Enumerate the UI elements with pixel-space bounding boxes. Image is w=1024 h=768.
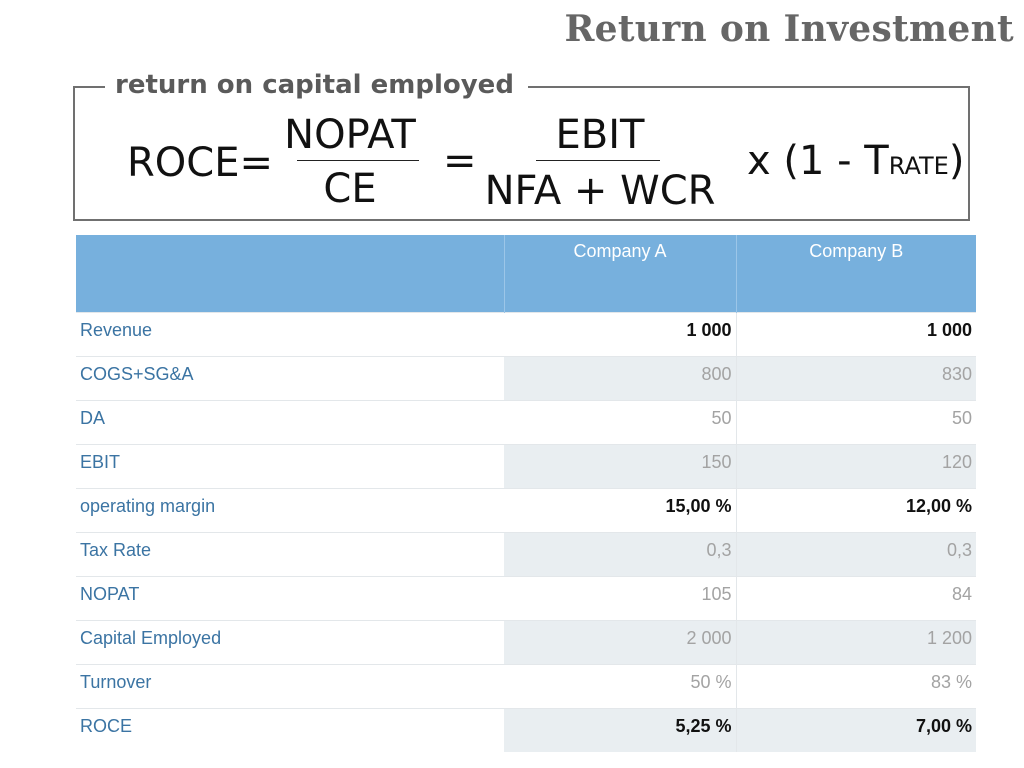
table-row: COGS+SG&A 800 830 [76, 355, 976, 400]
fraction-bar-2 [536, 160, 660, 161]
row-label: Turnover [76, 663, 504, 708]
company-a-value: 1 000 [504, 311, 737, 356]
table-row: Revenue 1 000 1 000 [76, 311, 976, 356]
company-b-value: 1 000 [736, 311, 976, 356]
comparison-table: Company A Company B Revenue 1 000 1 000 … [76, 235, 976, 752]
row-label: DA [76, 399, 504, 444]
row-label: NOPAT [76, 575, 504, 620]
company-b-value: 1 200 [736, 619, 976, 664]
company-a-value: 800 [504, 355, 737, 400]
company-b-value: 120 [736, 443, 976, 488]
formula-ce: CE [323, 166, 377, 212]
fraction-bar-1 [297, 160, 419, 161]
formula-legend: return on capital employed [105, 68, 528, 102]
formula-ebit: EBIT [555, 112, 645, 158]
row-label: Capital Employed [76, 619, 504, 664]
company-a-value: 50 % [504, 663, 737, 708]
company-a-value: 50 [504, 399, 737, 444]
row-label: operating margin [76, 487, 504, 532]
company-a-value: 15,00 % [504, 487, 737, 532]
company-b-value: 12,00 % [736, 487, 976, 532]
formula-box: return on capital employed ROCE= NOPAT C… [73, 68, 970, 221]
company-b-value: 7,00 % [736, 707, 976, 752]
table-row: Turnover 50 % 83 % [76, 663, 976, 708]
slide-title: Return on Investment [564, 8, 1014, 50]
table-row: Capital Employed 2 000 1 200 [76, 619, 976, 664]
company-a-value: 0,3 [504, 531, 737, 576]
company-a-value: 5,25 % [504, 707, 737, 752]
header-company-a: Company A [504, 235, 737, 312]
formula-nfa-wcr: NFA + WCR [484, 168, 716, 214]
formula-tax-multiplier: x (1 - TRATE) [747, 138, 965, 184]
table-row: DA 50 50 [76, 399, 976, 444]
header-company-b: Company B [736, 235, 976, 312]
table-row: ROCE 5,25 % 7,00 % [76, 707, 976, 752]
row-label: ROCE [76, 707, 504, 752]
company-b-value: 84 [736, 575, 976, 620]
formula-nopat: NOPAT [284, 112, 416, 158]
table-row: NOPAT 105 84 [76, 575, 976, 620]
table-row: operating margin 15,00 % 12,00 % [76, 487, 976, 532]
row-label: Revenue [76, 311, 504, 356]
company-b-value: 83 % [736, 663, 976, 708]
company-b-value: 0,3 [736, 531, 976, 576]
row-label: COGS+SG&A [76, 355, 504, 400]
table-row: Tax Rate 0,3 0,3 [76, 531, 976, 576]
company-b-value: 830 [736, 355, 976, 400]
company-a-value: 150 [504, 443, 737, 488]
formula-lhs: ROCE= [127, 140, 273, 186]
table-header-row: Company A Company B [76, 235, 976, 312]
row-label: Tax Rate [76, 531, 504, 576]
company-b-value: 50 [736, 399, 976, 444]
header-blank [76, 235, 505, 312]
table-row: EBIT 150 120 [76, 443, 976, 488]
company-a-value: 2 000 [504, 619, 737, 664]
row-label: EBIT [76, 443, 504, 488]
company-a-value: 105 [504, 575, 737, 620]
formula-equals: = [443, 138, 477, 184]
